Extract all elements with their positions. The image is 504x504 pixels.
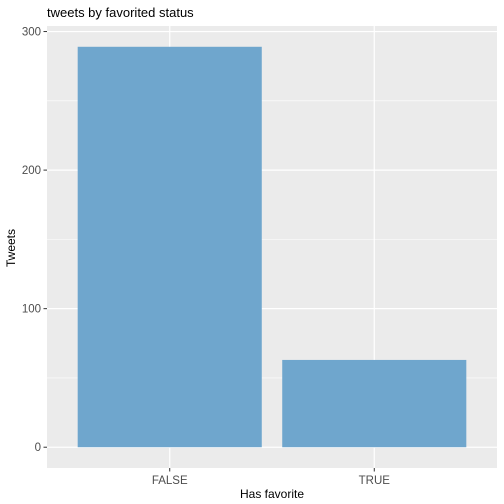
x-tick-label: FALSE xyxy=(152,475,188,487)
y-tick-label: 0 xyxy=(35,442,41,454)
y-tick-label: 200 xyxy=(22,165,41,177)
x-axis-title: Has favorite xyxy=(240,487,304,501)
bar-false xyxy=(77,46,262,448)
y-tick-label: 300 xyxy=(22,27,41,39)
bars xyxy=(77,46,467,448)
chart-title: tweets by favorited status xyxy=(47,5,194,20)
bar-true xyxy=(282,359,467,448)
x-axis: FALSE TRUE xyxy=(152,468,390,487)
x-tick-label: TRUE xyxy=(359,475,391,487)
y-tick-label: 100 xyxy=(22,304,41,316)
y-axis-title: Tweets xyxy=(4,229,18,267)
y-axis: 0 100 200 300 xyxy=(22,27,47,454)
